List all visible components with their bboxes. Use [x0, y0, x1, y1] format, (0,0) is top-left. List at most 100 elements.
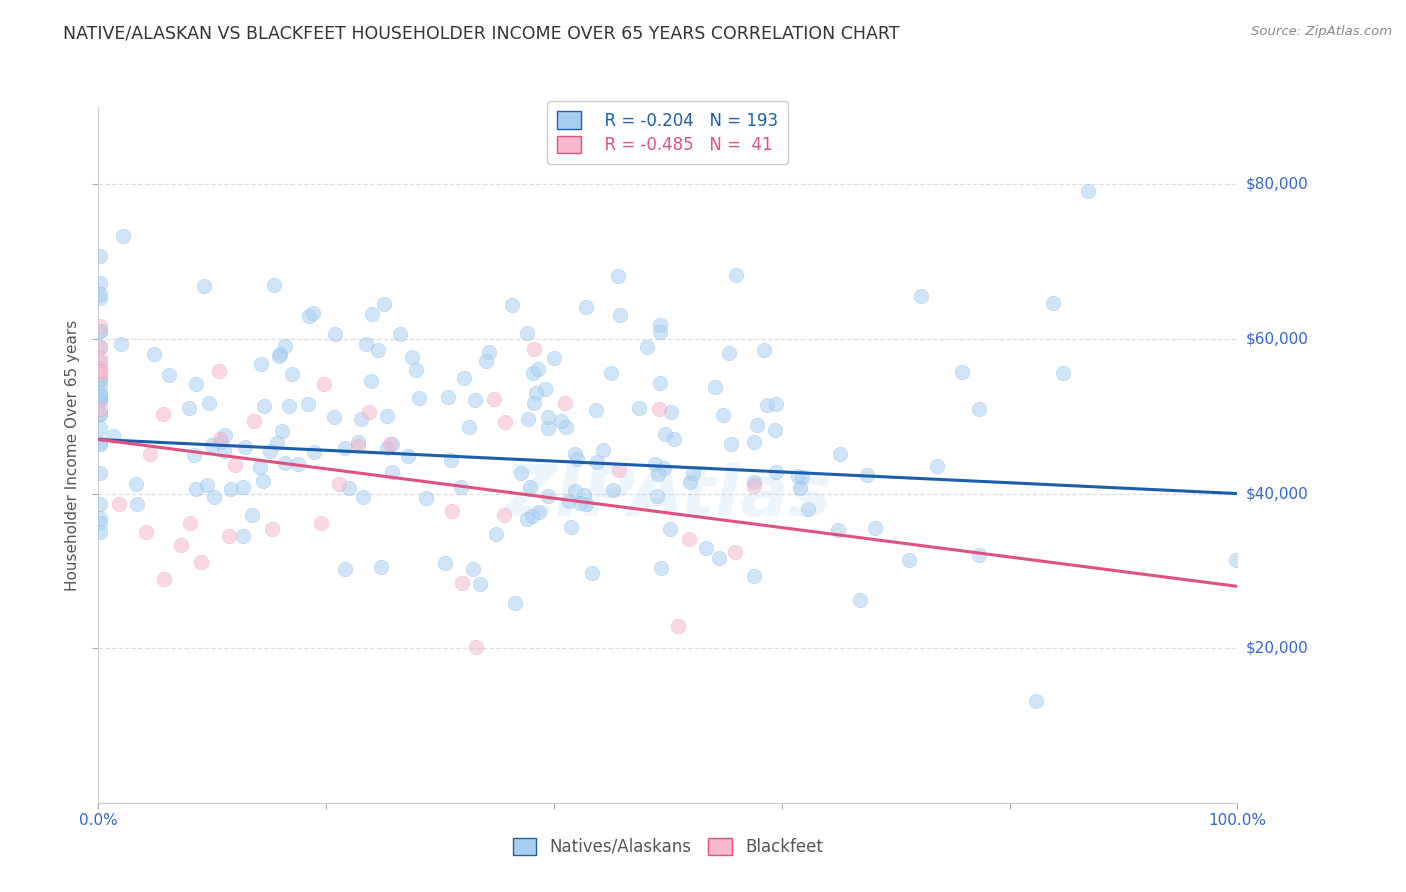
Point [89, 340, 111, 354]
Point [370, 560, 392, 574]
Point [648, 318, 671, 333]
Point [1077, 184, 1099, 198]
Point [208, 364, 231, 378]
Point [516, 512, 538, 526]
Point [408, 391, 430, 405]
Point [652, 461, 675, 475]
Point [682, 466, 704, 480]
Point [89, 466, 111, 480]
Point [433, 556, 456, 570]
Point [592, 443, 614, 458]
Point [110, 337, 132, 351]
Point [259, 443, 281, 458]
Point [464, 640, 486, 655]
Point [537, 489, 560, 503]
Point [125, 477, 148, 491]
Point [742, 478, 765, 492]
Point [269, 349, 291, 363]
Point [718, 346, 741, 360]
Point [524, 386, 547, 401]
Point [647, 489, 669, 503]
Point [550, 414, 572, 428]
Point [543, 351, 565, 365]
Point [503, 596, 526, 610]
Point [89, 340, 111, 354]
Text: $80,000: $80,000 [1246, 177, 1309, 192]
Point [281, 367, 304, 381]
Point [485, 527, 508, 541]
Point [763, 423, 786, 437]
Point [274, 456, 297, 470]
Point [558, 493, 581, 508]
Point [375, 409, 398, 424]
Point [89, 392, 111, 407]
Point [177, 401, 200, 415]
Point [925, 458, 948, 473]
Point [274, 339, 297, 353]
Point [89, 421, 111, 435]
Point [401, 350, 423, 364]
Point [797, 501, 820, 516]
Point [650, 561, 672, 575]
Point [658, 522, 681, 536]
Point [89, 364, 111, 378]
Point [357, 405, 380, 419]
Point [849, 593, 872, 607]
Point [436, 390, 458, 404]
Point [89, 324, 111, 338]
Point [450, 480, 472, 494]
Point [152, 407, 174, 421]
Point [89, 291, 111, 305]
Point [381, 465, 404, 479]
Point [440, 452, 463, 467]
Point [1225, 553, 1247, 567]
Point [659, 405, 682, 419]
Point [347, 435, 370, 450]
Point [297, 397, 319, 411]
Point [89, 379, 111, 393]
Point [179, 516, 201, 530]
Point [560, 520, 582, 534]
Point [950, 365, 973, 379]
Point [586, 455, 609, 469]
Point [828, 447, 851, 461]
Point [564, 483, 586, 498]
Point [654, 426, 676, 441]
Point [89, 351, 111, 365]
Point [568, 496, 591, 510]
Point [367, 343, 389, 357]
Point [302, 445, 325, 459]
Point [554, 395, 576, 409]
Point [522, 342, 544, 356]
Point [260, 522, 283, 536]
Point [564, 447, 586, 461]
Point [232, 529, 254, 543]
Point [600, 367, 623, 381]
Point [790, 469, 813, 483]
Point [789, 481, 811, 495]
Point [195, 478, 218, 492]
Point [250, 357, 273, 371]
Point [184, 376, 207, 391]
Point [350, 411, 373, 425]
Point [827, 524, 849, 538]
Point [89, 324, 111, 338]
Point [648, 376, 671, 390]
Point [170, 538, 193, 552]
Point [89, 407, 111, 421]
Point [396, 449, 419, 463]
Point [212, 443, 235, 458]
Point [353, 491, 375, 505]
Point [157, 368, 180, 383]
Point [328, 476, 350, 491]
Point [218, 529, 240, 543]
Point [249, 459, 271, 474]
Point [209, 435, 232, 450]
Point [647, 467, 669, 481]
Point [572, 488, 595, 502]
Point [243, 414, 266, 428]
Point [271, 424, 294, 438]
Point [89, 516, 111, 530]
Point [742, 475, 765, 489]
Point [89, 436, 111, 450]
